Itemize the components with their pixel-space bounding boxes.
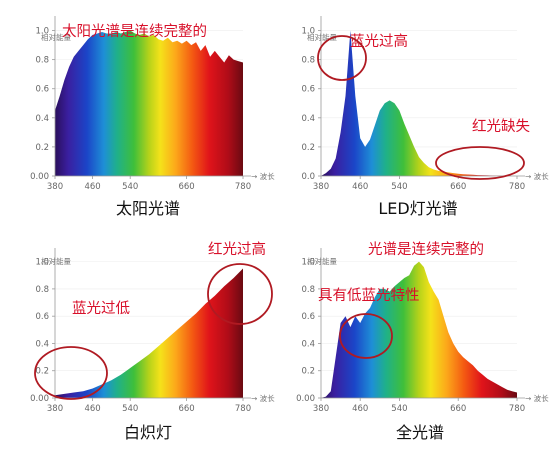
highlight-circle	[435, 146, 525, 180]
spectrum-area	[55, 268, 243, 398]
y-tick-label: 0.00	[30, 394, 49, 404]
annotation-text: 太阳光谱是连续完整的	[62, 23, 207, 40]
chart-panel-2: 0.0 0.2 0.4 0.6 0.8 1.0 380 460 540 660 780 相对能量 → 波…	[301, 16, 549, 218]
y-tick-label: 0.6	[35, 85, 49, 95]
x-tick-label: 780	[235, 182, 251, 192]
spectrum-area	[321, 30, 517, 176]
y-axis-label: 相对能量	[41, 32, 71, 42]
y-tick-label: 0.8	[35, 56, 49, 66]
y-tick-label: 0.4	[301, 339, 315, 349]
y-tick-label: 1.0	[301, 27, 315, 37]
x-tick-label: 460	[84, 404, 100, 414]
y-tick-label: 0.6	[301, 312, 315, 322]
x-tick-label: 380	[47, 404, 63, 414]
y-tick-label: 0.2	[301, 143, 315, 153]
y-tick-label: 0.8	[301, 285, 315, 295]
highlight-circle	[317, 35, 367, 81]
x-axis-label: → 波长	[525, 171, 549, 181]
y-tick-label: 1.0	[301, 258, 315, 268]
x-tick-label: 660	[178, 404, 194, 414]
y-tick-label: 1.0	[35, 27, 49, 37]
highlight-circle	[207, 263, 273, 325]
y-tick-label: 1.0	[35, 258, 49, 268]
x-tick-label: 540	[391, 182, 407, 192]
annotation-text: 光谱是连续完整的	[368, 241, 484, 258]
chart-caption: 白炽灯	[124, 423, 172, 442]
x-tick-label: 460	[352, 404, 368, 414]
y-tick-label: 0.6	[301, 85, 315, 95]
x-tick-label: 380	[313, 182, 329, 192]
y-tick-label: 0.00	[30, 172, 49, 182]
annotation-text: 红光过高	[208, 241, 266, 258]
annotation-text: 红光缺失	[472, 118, 530, 135]
y-tick-label: 0.2	[301, 367, 315, 377]
chart-caption: LED灯光谱	[378, 199, 457, 218]
annotation-text: 蓝光过高	[350, 33, 408, 50]
y-tick-label: 0.6	[35, 312, 49, 322]
x-tick-label: 460	[84, 182, 100, 192]
x-axis-label: → 波长	[251, 393, 275, 403]
chart-caption: 太阳光谱	[116, 199, 180, 218]
y-axis-label: 相对能量	[307, 256, 337, 266]
y-tick-label: 0.2	[35, 143, 49, 153]
x-tick-label: 540	[122, 182, 138, 192]
chart-panel-1: 0.00 0.2 0.4 0.6 0.8 1.0 380 460 540 660 780 相对能量 → …	[30, 16, 275, 218]
chart-panel-4: 0.00 0.2 0.4 0.6 0.8 1.0 380 460 540 660 780 相对能量 → …	[296, 241, 549, 442]
y-axis-label: 相对能量	[307, 32, 337, 42]
spectrum-area	[55, 30, 243, 176]
y-tick-label: 0.2	[35, 367, 49, 377]
x-tick-label: 460	[352, 182, 368, 192]
x-tick-label: 660	[450, 404, 466, 414]
spectrum-area	[321, 261, 517, 398]
y-tick-label: 0.00	[296, 394, 315, 404]
x-tick-label: 780	[235, 404, 251, 414]
x-axis-label: → 波长	[251, 171, 275, 181]
x-tick-label: 380	[313, 404, 329, 414]
x-tick-label: 780	[509, 182, 525, 192]
y-tick-label: 0.8	[35, 285, 49, 295]
y-tick-label: 0.4	[35, 114, 49, 124]
x-tick-label: 660	[450, 182, 466, 192]
x-tick-label: 660	[178, 182, 194, 192]
annotation-text: 蓝光过低	[72, 300, 130, 317]
annotation-text: 具有低蓝光特性	[318, 287, 420, 304]
x-tick-label: 380	[47, 182, 63, 192]
x-tick-label: 780	[509, 404, 525, 414]
highlight-circle	[34, 346, 108, 400]
chart-panel-3: 0.00 0.2 0.4 0.6 0.8 1.0 380 460 540 660 780 相对能量 → …	[30, 241, 275, 442]
chart-caption: 全光谱	[396, 423, 444, 442]
x-tick-label: 540	[391, 404, 407, 414]
x-tick-label: 540	[122, 404, 138, 414]
y-tick-label: 0.4	[35, 339, 49, 349]
y-axis-label: 相对能量	[41, 256, 71, 266]
x-axis-label: → 波长	[525, 393, 549, 403]
highlight-circle	[339, 313, 393, 359]
y-tick-label: 0.8	[301, 56, 315, 66]
y-tick-label: 0.4	[301, 114, 315, 124]
y-tick-label: 0.0	[301, 172, 315, 182]
